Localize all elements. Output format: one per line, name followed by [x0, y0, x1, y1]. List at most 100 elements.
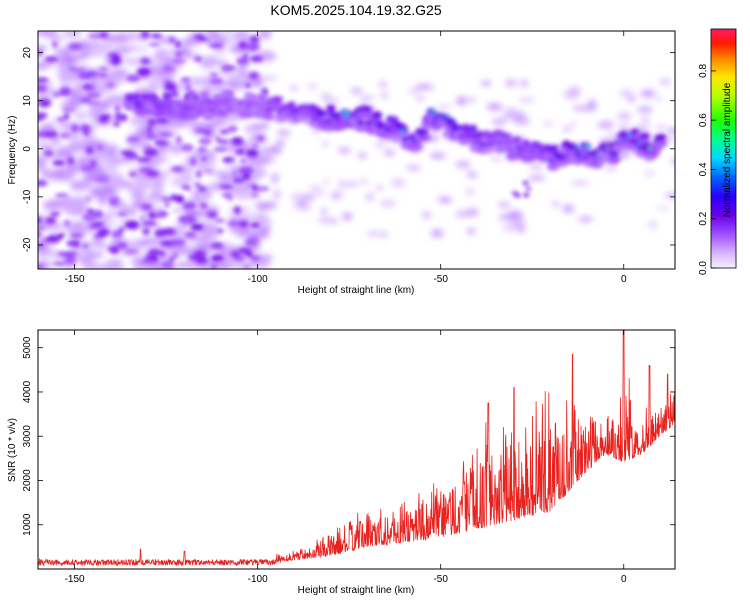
spectrogram-noise-blob — [66, 156, 75, 166]
spectrogram-noise-blob — [466, 171, 478, 178]
spectrogram-ridge-blob — [639, 133, 650, 139]
spectrogram-noise-blob — [249, 35, 260, 43]
spectrogram-noise-blob — [181, 218, 194, 225]
spectrogram-noise-blob — [116, 242, 128, 249]
spectrogram-noise-blob — [307, 84, 318, 89]
spectrogram-noise-blob — [63, 112, 70, 120]
spectrogram-noise-blob — [69, 233, 84, 238]
spectrogram-noise-blob — [322, 98, 340, 105]
spectrogram-noise-blob — [378, 81, 387, 88]
spectrogram-noise-blob — [146, 192, 168, 203]
spectrogram-noise-blob — [48, 34, 65, 43]
spectrogram-noise-blob — [95, 175, 110, 183]
spectrogram-noise-blob — [158, 132, 173, 137]
spectrogram-noise-blob — [174, 51, 183, 57]
spectrogram-noise-blob — [180, 143, 194, 152]
spectrogram-noise-blob — [111, 173, 125, 180]
spectrogram-noise-blob — [597, 120, 615, 129]
spectrogram-noise-blob — [103, 160, 118, 172]
spectrogram-noise-blob — [209, 78, 224, 84]
spectrogram-ridge-core — [141, 95, 147, 100]
spectrogram-noise-blob — [345, 181, 358, 187]
spectrogram-noise-blob — [55, 193, 68, 197]
spectrogram-noise-blob — [230, 220, 237, 227]
snr-panel: -150 -100 -50 0 1000 2000 3000 4000 5000 Height … — [7, 329, 676, 596]
spectrogram-ridge-halo — [562, 156, 575, 165]
spectrogram-noise-blob — [366, 232, 382, 236]
spectrogram-noise-blob — [375, 140, 385, 149]
spectrogram-noise-blob — [358, 152, 367, 159]
spectrogram-noise-blob — [221, 65, 237, 70]
spectrogram-noise-blob — [135, 239, 153, 246]
spectrogram-noise-blob — [528, 175, 546, 181]
spectrogram-noise-blob — [147, 118, 156, 127]
spectrogram-noise-blob — [365, 192, 375, 202]
snr-y-tick-label: 1000 — [22, 513, 33, 536]
spectrogram-noise-blob — [330, 191, 343, 200]
spectrogram-noise-blob — [62, 53, 76, 66]
spectrogram-noise-blob — [242, 172, 251, 181]
spectrogram-noise-blob — [110, 57, 122, 66]
spectrogram-noise-blob — [140, 58, 150, 64]
spectrogram-ridge-halo — [240, 109, 253, 118]
spectrogram-noise-blob — [360, 96, 369, 103]
spectrogram-noise-blob — [97, 73, 108, 77]
spectrogram-noise-blob — [315, 189, 325, 196]
spectrogram-ridge-core — [430, 110, 436, 115]
spectrogram-noise-blob — [251, 184, 259, 192]
spectrogram-noise-blob — [619, 124, 630, 131]
spectrogram-noise-blob — [421, 211, 432, 219]
spectrogram-noise-blob — [244, 82, 252, 88]
spectrogram-noise-blob — [40, 222, 64, 231]
spectrogram-noise-blob — [99, 32, 108, 38]
spectrogram-noise-blob — [239, 158, 247, 165]
spectrogram-noise-blob — [70, 124, 79, 133]
spectrogram-noise-blob — [415, 96, 425, 101]
spectrogram-noise-blob — [139, 215, 146, 220]
spectrogram-noise-blob — [52, 91, 61, 98]
spectrogram-noise-blob — [367, 94, 376, 100]
spectrogram-noise-blob — [85, 146, 94, 155]
spectrogram-x-tick-label: -50 — [433, 274, 448, 285]
spectrogram-noise-blob — [133, 141, 148, 147]
spectrogram-noise-blob — [529, 164, 543, 169]
spectrogram-ridge-halo — [262, 112, 275, 121]
spectrogram-noise-blob — [443, 199, 452, 203]
spectrogram-noise-blob — [620, 89, 633, 98]
snr-y-tick-label: 2000 — [22, 469, 33, 492]
spectrogram-noise-blob — [148, 42, 161, 47]
spectrogram-noise-blob — [648, 220, 658, 229]
spectrogram-noise-blob — [502, 224, 518, 232]
spectrogram-noise-blob — [640, 89, 656, 98]
spectrogram-noise-blob — [98, 67, 110, 71]
spectrogram-ridge-core — [194, 95, 200, 99]
spectrogram-noise-blob — [272, 189, 281, 197]
spectrogram-noise-blob — [246, 43, 259, 51]
spectrogram-noise-blob — [211, 263, 217, 269]
spectrogram-noise-blob — [132, 263, 151, 269]
spectrogram-ridge-halo — [354, 124, 367, 133]
spectrogram-noise-blob — [604, 166, 618, 171]
spectrogram-noise-blob — [237, 63, 248, 74]
spectrogram-noise-blob — [126, 31, 139, 42]
spectrogram-noise-blob — [298, 205, 312, 210]
spectrogram-noise-blob — [570, 121, 577, 126]
spectrogram-noise-blob — [216, 139, 230, 144]
spectrogram-ridge-blob — [172, 98, 183, 104]
spectrogram-noise-blob — [320, 207, 328, 215]
spectrogram-noise-blob — [185, 176, 194, 181]
spectrogram-noise-blob — [164, 202, 170, 207]
spectrogram-noise-blob — [303, 192, 316, 202]
spectrogram-noise-blob — [63, 31, 82, 40]
spectrogram-noise-blob — [80, 124, 91, 133]
spectrogram-noise-blob — [157, 210, 169, 218]
spectrogram-noise-blob — [159, 250, 165, 257]
spectrogram-noise-blob — [655, 125, 666, 130]
spectrogram-noise-blob — [103, 114, 111, 120]
spectrogram-noise-blob — [98, 196, 108, 206]
spectrogram-noise-blob — [52, 199, 71, 204]
spectrogram-ridge-blob — [356, 119, 366, 125]
spectrogram-noise-blob — [251, 77, 264, 88]
spectrogram-noise-blob — [81, 243, 89, 249]
spectrogram-noise-blob — [84, 251, 97, 263]
